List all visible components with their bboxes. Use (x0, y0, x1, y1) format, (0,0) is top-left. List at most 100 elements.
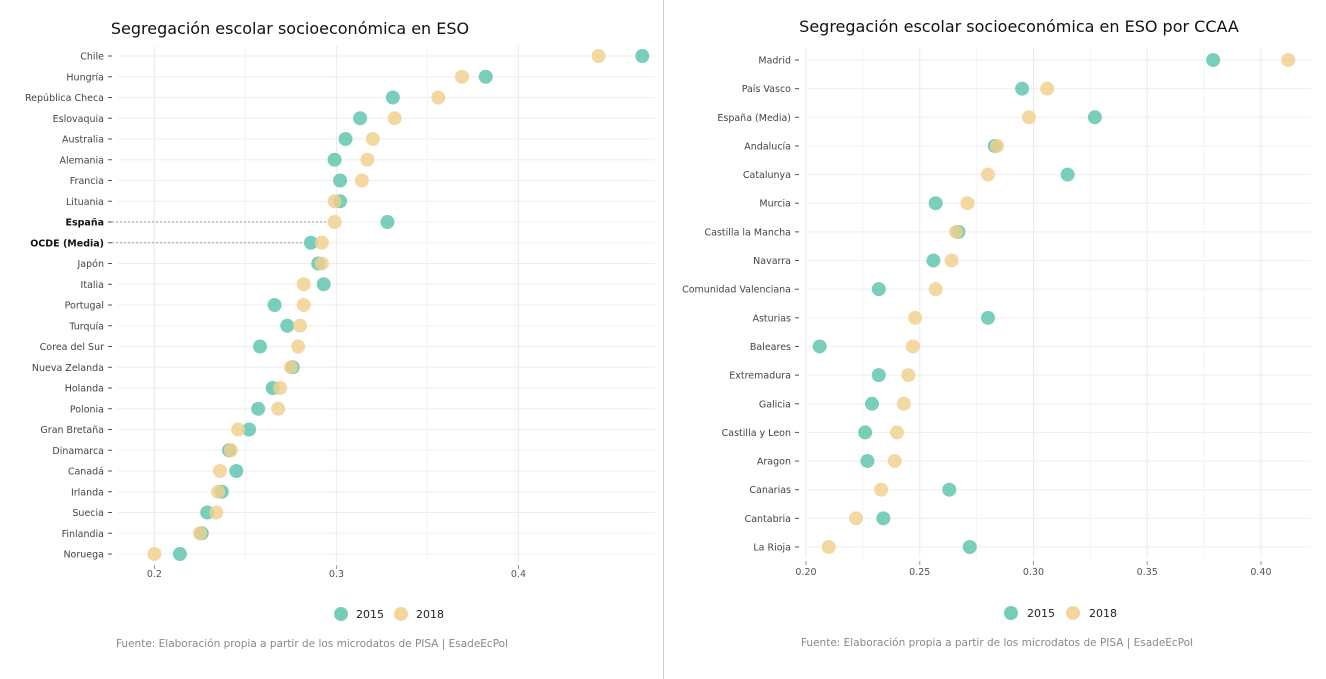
point-2015 (876, 511, 891, 526)
source-note: Fuente: Elaboración propia a partir de l… (116, 638, 508, 650)
y-tick-label: Italia (81, 280, 104, 291)
point-2015 (1206, 53, 1221, 67)
point-2018 (960, 196, 975, 211)
point-2018 (365, 132, 380, 146)
point-2018 (296, 298, 311, 312)
point-2018 (273, 381, 288, 395)
point-2015 (252, 339, 267, 354)
y-tick-label: OCDE (Media) (30, 238, 104, 249)
point-2015 (333, 173, 348, 188)
y-tick-label: Galicia (759, 399, 791, 410)
point-2015 (1015, 81, 1030, 96)
point-2018 (874, 482, 889, 497)
point-2018 (147, 547, 162, 561)
y-tick-label: Lituania (66, 197, 104, 208)
y-tick-label: La Rioja (753, 543, 791, 554)
chart-title: Segregación escolar socioeconómica en ES… (799, 17, 1239, 36)
x-tick-label: 0.25 (909, 567, 930, 578)
point-2015 (380, 215, 395, 229)
y-tick-label: República Checa (25, 93, 104, 104)
point-2015 (353, 111, 368, 126)
point-2015 (928, 196, 943, 211)
y-tick-label: Finlandia (62, 529, 104, 540)
point-2018 (296, 277, 311, 292)
legend-marker-2015 (334, 607, 348, 621)
point-2018 (889, 425, 904, 440)
panel-divider (663, 0, 664, 679)
point-2015 (242, 422, 257, 437)
point-2018 (354, 173, 369, 188)
legend-label-2015: 2015 (1027, 607, 1055, 620)
y-tick-label: Aragon (757, 457, 791, 468)
point-2018 (327, 215, 342, 229)
point-2015 (385, 90, 400, 105)
point-2018 (293, 318, 308, 333)
y-tick-label: Eslovaquia (53, 114, 104, 125)
y-tick-label: Suecia (72, 508, 104, 519)
point-2018 (271, 401, 286, 416)
source-note: Fuente: Elaboración propia a partir de l… (801, 637, 1193, 649)
point-2015 (1060, 167, 1075, 182)
x-tick-label: 0.40 (1250, 567, 1271, 578)
point-2018 (980, 167, 995, 182)
y-tick-label: Murcia (759, 199, 791, 210)
y-tick-label: Holanda (65, 384, 104, 395)
y-tick-label: Extremadura (729, 371, 791, 382)
y-tick-label: España (65, 218, 104, 229)
point-2015 (338, 132, 353, 146)
point-2018 (314, 256, 329, 271)
point-2018 (314, 235, 329, 250)
point-2015 (280, 318, 295, 333)
point-2018 (1021, 110, 1036, 125)
y-tick-label: Hungría (66, 72, 104, 83)
y-tick-label: Japón (77, 259, 105, 270)
point-2018 (209, 505, 224, 520)
point-2018 (990, 138, 1005, 153)
point-2018 (327, 194, 342, 209)
y-tick-label: Baleares (750, 342, 791, 353)
y-tick-label: Noruega (63, 550, 104, 561)
point-2015 (812, 339, 827, 354)
point-2015 (962, 540, 977, 554)
point-2015 (478, 69, 493, 84)
legend-marker-2018 (394, 607, 408, 621)
y-tick-label: Canadá (68, 467, 104, 478)
point-2015 (858, 425, 873, 440)
point-2018 (431, 90, 446, 105)
legend-label-2015: 2015 (356, 608, 384, 621)
point-2018 (1281, 53, 1296, 67)
y-tick-label: Australia (62, 135, 104, 146)
point-2015 (172, 547, 187, 561)
point-2018 (192, 526, 207, 541)
y-tick-label: Turquía (68, 321, 104, 332)
point-2018 (591, 49, 606, 63)
y-tick-label: Asturias (752, 313, 791, 324)
point-2018 (211, 484, 226, 499)
legend-marker-2015 (1004, 606, 1018, 620)
y-tick-label: Comunidad Valenciana (682, 285, 791, 296)
point-2018 (901, 368, 916, 383)
chart-ccaa: Segregación escolar socioeconómica en ES… (682, 17, 1311, 649)
y-tick-label: Irlanda (71, 487, 104, 498)
y-tick-label: Canarias (749, 485, 791, 496)
y-tick-label: Polonia (70, 404, 104, 415)
point-2015 (980, 310, 995, 325)
point-2018 (231, 422, 246, 437)
x-tick-label: 0.4 (511, 569, 526, 580)
point-2015 (942, 482, 957, 497)
x-tick-label: 0.2 (147, 569, 162, 580)
point-2015 (251, 401, 266, 416)
point-2015 (327, 152, 342, 167)
legend-label-2018: 2018 (416, 608, 444, 621)
x-tick-label: 0.20 (795, 567, 816, 578)
y-tick-label: Navarra (753, 256, 791, 267)
y-tick-label: Portugal (65, 301, 104, 312)
x-tick-label: 0.30 (1023, 567, 1044, 578)
y-tick-label: Cantabria (745, 514, 791, 525)
point-2018 (887, 454, 902, 469)
point-2015 (864, 396, 879, 411)
y-tick-label: País Vasco (742, 84, 791, 95)
y-tick-label: España (Media) (717, 113, 791, 124)
point-2015 (860, 454, 875, 469)
y-tick-label: Francia (70, 176, 104, 187)
